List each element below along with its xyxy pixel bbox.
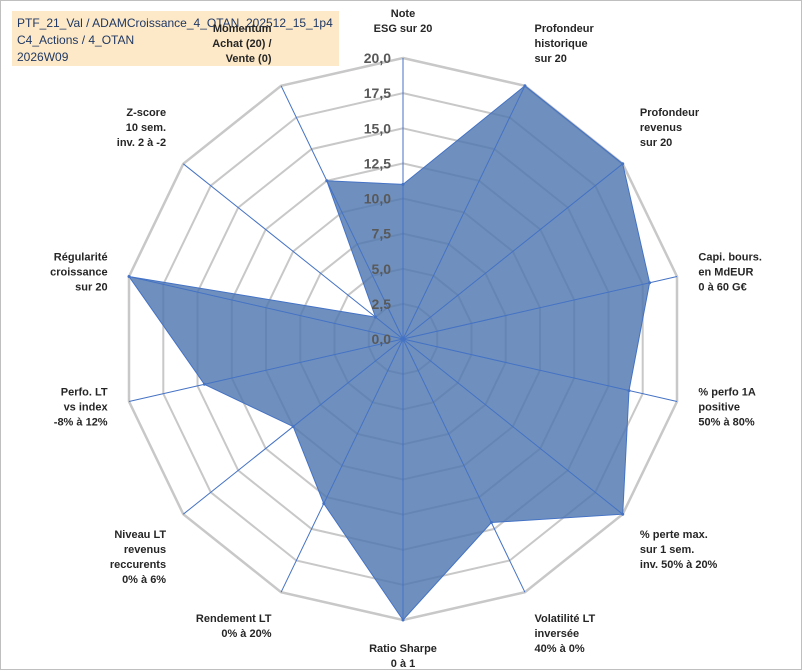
axis-label-4: Capi. bours. en MdEUR 0 à 60 G€: [698, 252, 762, 294]
axis-label-line: Capi. bours.: [698, 252, 762, 264]
data-point-3: [621, 162, 625, 166]
axis-label-12: Régularité croissance sur 20: [50, 252, 107, 294]
axis-label-line: Vente (0): [226, 53, 272, 65]
axis-label-line: en MdEUR: [698, 267, 753, 279]
axis-label-9: Rendement LT 0% à 20%: [196, 613, 272, 640]
axis-label-line: 10 sem.: [126, 122, 166, 134]
axis-label-line: % perfo 1A: [698, 386, 756, 398]
spoke-9: [280, 338, 404, 593]
axis-label-14: Momentum Achat (20) / Vente (0): [212, 23, 272, 65]
spoke-7: [402, 338, 526, 593]
portfolio-week: 2026W09: [17, 50, 69, 64]
axis-label-line: Z-score: [126, 107, 166, 119]
axis-label-10: Niveau LT revenus reccurents 0% à 6%: [110, 529, 167, 586]
axis-label-line: reccurents: [110, 559, 166, 571]
axis-label-line: Ratio Sharpe: [369, 643, 437, 655]
spoke-2: [402, 85, 526, 340]
axis-label-line: % perte max.: [640, 529, 708, 541]
axis-label-line: Régularité: [54, 252, 108, 264]
axis-label-line: Volatilité LT: [535, 613, 596, 625]
axis-label-line: Profondeur: [535, 23, 595, 35]
data-point-13: [374, 315, 377, 319]
axis-label-line: sur 20: [640, 137, 672, 149]
axis-label-line: ESG sur 20: [374, 23, 433, 35]
data-point-8: [401, 618, 405, 622]
axis-label-8: Ratio Sharpe 0 à 1: [369, 643, 437, 670]
spoke-3: [402, 163, 624, 340]
tick-label-6: 15,0: [364, 120, 391, 136]
axis-label-3: Profondeur revenus sur 20: [640, 107, 700, 149]
data-point-4: [648, 281, 652, 285]
axis-label-11: Perfo. LT vs index -8% à 12%: [54, 386, 109, 428]
axis-label-line: sur 1 sem.: [640, 544, 694, 556]
tick-label-3: 7,5: [372, 226, 392, 242]
tick-label-2: 5,0: [372, 261, 392, 277]
spoke-5: [402, 338, 678, 402]
spoke-11: [128, 338, 404, 402]
portfolio-title: PTF_21_Val / ADAMCroissance_4_OTAN_20251…: [17, 16, 333, 30]
tick-label-4: 10,0: [364, 191, 391, 207]
axis-label-13: Z-score 10 sem. inv. 2 à -2: [117, 107, 166, 149]
axis-label-line: inversée: [535, 628, 580, 640]
data-point-9: [322, 502, 326, 506]
axis-label-line: Achat (20) /: [212, 38, 271, 50]
axis-label-line: Profondeur: [640, 107, 700, 119]
axis-label-line: 50% à 80%: [698, 416, 754, 428]
axis-label-line: vs index: [64, 401, 109, 413]
axis-label-line: 40% à 0%: [535, 643, 585, 655]
axis-label-line: sur 20: [75, 282, 107, 294]
data-point-5: [627, 389, 631, 393]
axis-label-line: 0% à 20%: [221, 628, 271, 640]
axis-label-line: historique: [535, 38, 588, 50]
tick-label-7: 17,5: [364, 85, 391, 101]
tick-label-8: 20,0: [364, 50, 391, 66]
axis-label-7: Volatilité LT inversée 40% à 0%: [535, 613, 596, 655]
data-point-6: [621, 512, 625, 516]
axis-label-line: 0 à 1: [391, 658, 415, 670]
spoke-6: [402, 338, 624, 515]
portfolio-category: C4_Actions / 4_OTAN: [17, 33, 135, 47]
axis-label-line: inv. 50% à 20%: [640, 559, 718, 571]
axis-label-line: Niveau LT: [114, 529, 166, 541]
axis-label-6: % perte max. sur 1 sem. inv. 50% à 20%: [640, 529, 718, 571]
spoke-12: [128, 276, 404, 340]
portfolio-header: PTF_21_Val / ADAMCroissance_4_OTAN_20251…: [12, 11, 339, 66]
axis-label-5: % perfo 1A positive 50% à 80%: [698, 386, 756, 428]
axis-label-line: -8% à 12%: [54, 416, 108, 428]
axis-label-line: Note: [391, 8, 415, 20]
data-point-1: [401, 182, 405, 186]
tick-label-0: 0,0: [372, 331, 392, 347]
data-point-10: [291, 425, 295, 429]
axis-label-line: Momentum: [213, 23, 272, 35]
spoke-14: [280, 85, 404, 340]
axis-label-line: sur 20: [535, 53, 567, 65]
axis-label-line: inv. 2 à -2: [117, 137, 166, 149]
axis-label-line: positive: [698, 401, 740, 413]
data-point-14: [325, 179, 329, 183]
axis-label-1: Note ESG sur 20: [374, 8, 433, 35]
data-point-12: [127, 275, 131, 278]
data-point-7: [489, 521, 493, 524]
spoke-4: [402, 276, 678, 340]
tick-label-5: 12,5: [364, 155, 391, 171]
spoke-13: [182, 163, 404, 340]
axis-label-line: Rendement LT: [196, 613, 272, 625]
data-point-11: [202, 382, 206, 386]
axis-label-line: Perfo. LT: [61, 386, 108, 398]
axis-label-line: croissance: [50, 267, 107, 279]
axis-label-line: revenus: [124, 544, 166, 556]
tick-label-1: 2,5: [372, 296, 392, 312]
data-point-2: [523, 84, 527, 88]
axis-label-2: Profondeur historique sur 20: [535, 23, 595, 65]
axis-label-line: revenus: [640, 122, 682, 134]
axis-label-line: 0 à 60 G€: [698, 282, 746, 294]
axis-label-line: 0% à 6%: [122, 574, 166, 586]
